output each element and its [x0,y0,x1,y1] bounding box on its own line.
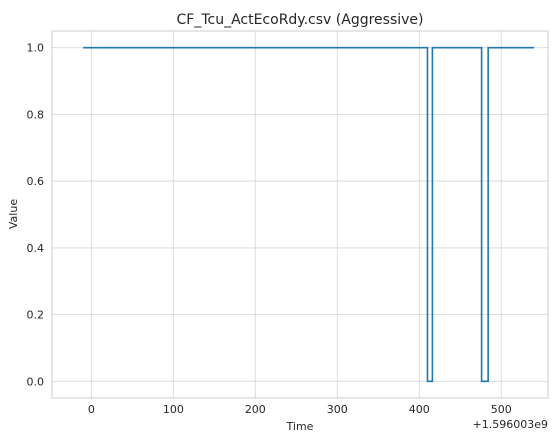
x-axis-label: Time [286,420,314,433]
x-tick-label: 200 [245,403,266,416]
y-tick-label: 0.6 [27,175,45,188]
x-tick-label: 300 [327,403,348,416]
y-tick-label: 0.0 [27,375,45,388]
x-tick-label: 0 [88,403,95,416]
y-tick-label: 1.0 [27,42,45,55]
y-axis-label: Value [7,199,20,229]
x-axis-offset-label: +1.596003e9 [473,418,548,431]
x-gridlines [90,31,502,398]
x-tick-label: 100 [163,403,184,416]
x-tick-labels: 0 100 200 300 400 500 [88,403,512,416]
y-tick-labels: 0.0 0.2 0.4 0.6 0.8 1.0 [27,42,45,389]
x-tick-label: 400 [409,403,430,416]
chart-title: CF_Tcu_ActEcoRdy.csv (Aggressive) [177,12,424,28]
y-tick-label: 0.4 [27,242,45,255]
plot-frame [51,30,549,399]
series-line [83,46,535,383]
series-layer [83,46,535,383]
x-tick-label: 500 [491,403,512,416]
y-tick-label: 0.8 [27,108,45,121]
plot-area [52,31,548,398]
y-tick-label: 0.2 [27,309,45,322]
